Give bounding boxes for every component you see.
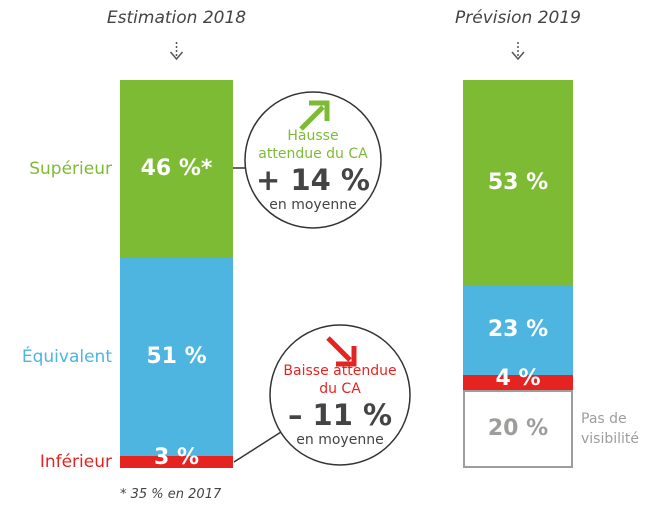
series-label: Équivalent — [21, 347, 112, 368]
connector — [233, 431, 282, 463]
segment-label: 51 % — [146, 344, 207, 370]
annotation-title: Baisse attendue du CA — [283, 363, 397, 397]
bar-segment — [463, 80, 573, 286]
series-label: Inférieur — [39, 452, 112, 473]
segment-label: 53 % — [487, 169, 549, 195]
bar-segment — [120, 456, 233, 468]
segment-label: 20 % — [487, 416, 549, 442]
arrow-icon — [511, 51, 525, 61]
trend-arrow — [336, 346, 357, 367]
annotation-circle — [269, 324, 411, 466]
segment-label: 3 % — [153, 445, 199, 471]
bar-segment — [120, 258, 233, 457]
bar-segment — [463, 374, 573, 391]
series-label: Pas de visibilité — [581, 411, 640, 448]
bar-header: Prévision 2019 — [455, 8, 581, 28]
trend-arrow — [326, 336, 352, 362]
bar-segment — [463, 285, 573, 375]
segment-label: 23 % — [487, 317, 549, 343]
bar-segment — [463, 390, 573, 468]
annotation-circle — [244, 91, 382, 229]
arrow-icon — [169, 51, 184, 61]
annotation-value: – 11 % — [287, 398, 393, 432]
segment-label: 4 % — [495, 365, 541, 391]
annotation-note: en moyenne — [296, 432, 384, 448]
bar-header: Estimation 2018 — [106, 8, 247, 28]
series-label: Supérieur — [29, 159, 112, 180]
footnote: * 35 % en 2017 — [120, 487, 222, 502]
segment-label: 46 %* — [140, 156, 213, 182]
trend-arrow — [299, 105, 325, 131]
trend-arrow — [309, 100, 330, 121]
annotation-value: + 14 % — [256, 163, 370, 197]
bar-segment — [120, 80, 233, 259]
annotation-note: en moyenne — [269, 197, 357, 213]
annotation-title: Hausse attendue du CA — [258, 128, 368, 162]
